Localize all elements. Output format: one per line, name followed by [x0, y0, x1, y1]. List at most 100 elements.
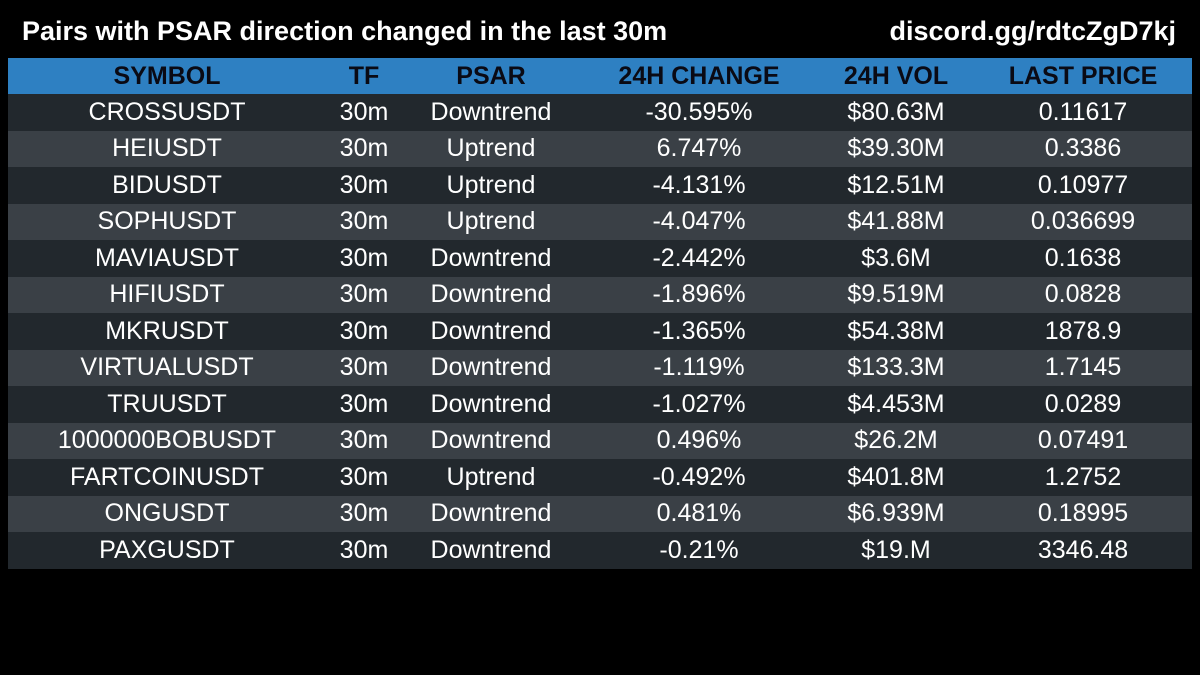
pairs-table: SYMBOL TF PSAR 24H CHANGE 24H VOL LAST P…	[8, 58, 1192, 569]
tf-cell: 30m	[326, 386, 402, 423]
psar-cell: Downtrend	[402, 94, 580, 131]
column-header-24h-vol: 24H VOL	[818, 58, 974, 94]
price-cell: 0.0828	[974, 276, 1192, 313]
psar-cell: Downtrend	[402, 349, 580, 386]
volume-cell: $54.38M	[818, 313, 974, 350]
price-cell: 3346.48	[974, 532, 1192, 569]
price-cell: 0.1638	[974, 240, 1192, 277]
psar-cell: Uptrend	[402, 130, 580, 167]
column-header-24h-change: 24H CHANGE	[580, 58, 818, 94]
change-cell: 0.496%	[580, 422, 818, 459]
change-cell: -2.442%	[580, 240, 818, 277]
psar-cell: Downtrend	[402, 532, 580, 569]
symbol-cell: SOPHUSDT	[8, 203, 326, 240]
change-cell: 6.747%	[580, 130, 818, 167]
table-row: PAXGUSDT 30m Downtrend -0.21% $19.M 3346.48	[8, 532, 1192, 569]
tf-cell: 30m	[326, 240, 402, 277]
column-header-symbol: SYMBOL	[8, 58, 326, 94]
table-row: FARTCOINUSDT 30m Uptrend -0.492% $401.8M 1.27…	[8, 459, 1192, 496]
change-cell: -4.131%	[580, 167, 818, 204]
volume-cell: $26.2M	[818, 422, 974, 459]
change-cell: 0.481%	[580, 495, 818, 532]
price-cell: 0.036699	[974, 203, 1192, 240]
tf-cell: 30m	[326, 130, 402, 167]
change-cell: -4.047%	[580, 203, 818, 240]
psar-cell: Downtrend	[402, 313, 580, 350]
price-cell: 1.7145	[974, 349, 1192, 386]
tf-cell: 30m	[326, 276, 402, 313]
tf-cell: 30m	[326, 203, 402, 240]
volume-cell: $41.88M	[818, 203, 974, 240]
column-header-last-price: LAST PRICE	[974, 58, 1192, 94]
table-row: CROSSUSDT 30m Downtrend -30.595% $80.63M 0.11…	[8, 94, 1192, 131]
volume-cell: $6.939M	[818, 495, 974, 532]
price-cell: 0.10977	[974, 167, 1192, 204]
change-cell: -0.21%	[580, 532, 818, 569]
symbol-cell: 1000000BOBUSDT	[8, 422, 326, 459]
price-cell: 0.18995	[974, 495, 1192, 532]
change-cell: -1.119%	[580, 349, 818, 386]
table-row: MAVIAUSDT 30m Downtrend -2.442% $3.6M 0.1638	[8, 240, 1192, 277]
symbol-cell: HIFIUSDT	[8, 276, 326, 313]
symbol-cell: CROSSUSDT	[8, 94, 326, 131]
table-row: MKRUSDT 30m Downtrend -1.365% $54.38M 1878.9	[8, 313, 1192, 350]
volume-cell: $39.30M	[818, 130, 974, 167]
table-header-row: SYMBOL TF PSAR 24H CHANGE 24H VOL LAST P…	[8, 58, 1192, 94]
volume-cell: $4.453M	[818, 386, 974, 423]
symbol-cell: PAXGUSDT	[8, 532, 326, 569]
volume-cell: $3.6M	[818, 240, 974, 277]
symbol-cell: VIRTUALUSDT	[8, 349, 326, 386]
change-cell: -1.027%	[580, 386, 818, 423]
table-body: CROSSUSDT 30m Downtrend -30.595% $80.63M 0.11…	[8, 94, 1192, 569]
tf-cell: 30m	[326, 167, 402, 204]
symbol-cell: ONGUSDT	[8, 495, 326, 532]
tf-cell: 30m	[326, 532, 402, 569]
change-cell: -1.896%	[580, 276, 818, 313]
volume-cell: $401.8M	[818, 459, 974, 496]
column-header-tf: TF	[326, 58, 402, 94]
volume-cell: $19.M	[818, 532, 974, 569]
tf-cell: 30m	[326, 349, 402, 386]
change-cell: -0.492%	[580, 459, 818, 496]
psar-cell: Uptrend	[402, 167, 580, 204]
symbol-cell: MKRUSDT	[8, 313, 326, 350]
table-row: BIDUSDT 30m Uptrend -4.131% $12.51M 0.10977	[8, 167, 1192, 204]
price-cell: 1878.9	[974, 313, 1192, 350]
psar-cell: Downtrend	[402, 276, 580, 313]
psar-cell: Downtrend	[402, 495, 580, 532]
psar-cell: Downtrend	[402, 386, 580, 423]
table-row: HEIUSDT 30m Uptrend 6.747% $39.30M 0.3386	[8, 130, 1192, 167]
psar-cell: Downtrend	[402, 240, 580, 277]
psar-cell: Uptrend	[402, 203, 580, 240]
volume-cell: $12.51M	[818, 167, 974, 204]
symbol-cell: HEIUSDT	[8, 130, 326, 167]
symbol-cell: FARTCOINUSDT	[8, 459, 326, 496]
tf-cell: 30m	[326, 459, 402, 496]
page-title: Pairs with PSAR direction changed in the…	[22, 16, 668, 46]
table-row: HIFIUSDT 30m Downtrend -1.896% $9.519M 0.0828	[8, 276, 1192, 313]
tf-cell: 30m	[326, 313, 402, 350]
table-row: TRUUSDT 30m Downtrend -1.027% $4.453M 0.0289	[8, 386, 1192, 423]
price-cell: 0.07491	[974, 422, 1192, 459]
volume-cell: $9.519M	[818, 276, 974, 313]
symbol-cell: MAVIAUSDT	[8, 240, 326, 277]
table-row: ONGUSDT 30m Downtrend 0.481% $6.939M 0.18995	[8, 495, 1192, 532]
psar-cell: Uptrend	[402, 459, 580, 496]
tf-cell: 30m	[326, 422, 402, 459]
symbol-cell: BIDUSDT	[8, 167, 326, 204]
header: Pairs with PSAR direction changed in the…	[0, 0, 1200, 58]
price-cell: 1.2752	[974, 459, 1192, 496]
column-header-psar: PSAR	[402, 58, 580, 94]
symbol-cell: TRUUSDT	[8, 386, 326, 423]
discord-link[interactable]: discord.gg/rdtcZgD7kj	[889, 16, 1176, 46]
table-row: 1000000BOBUSDT 30m Downtrend 0.496% $26.2M 0.…	[8, 422, 1192, 459]
volume-cell: $80.63M	[818, 94, 974, 131]
table-row: SOPHUSDT 30m Uptrend -4.047% $41.88M 0.036699	[8, 203, 1192, 240]
tf-cell: 30m	[326, 94, 402, 131]
price-cell: 0.11617	[974, 94, 1192, 131]
table-row: VIRTUALUSDT 30m Downtrend -1.119% $133.3M 1.7…	[8, 349, 1192, 386]
price-cell: 0.0289	[974, 386, 1192, 423]
change-cell: -1.365%	[580, 313, 818, 350]
psar-cell: Downtrend	[402, 422, 580, 459]
change-cell: -30.595%	[580, 94, 818, 131]
